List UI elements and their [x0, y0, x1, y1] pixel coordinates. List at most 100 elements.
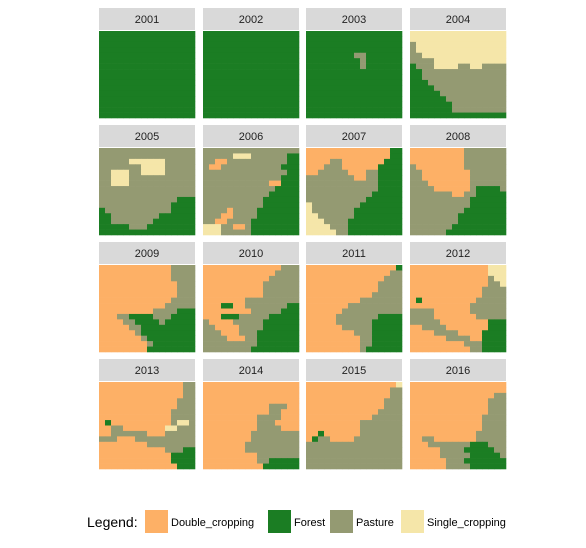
heatmap-cell-double-cropping: [440, 319, 447, 326]
heatmap-cell-pasture: [482, 63, 489, 70]
heatmap-cell-single-cropping: [494, 265, 501, 271]
heatmap-cell-double-cropping: [135, 303, 142, 309]
heatmap-cell-double-cropping: [147, 420, 154, 426]
heatmap-cell-forest: [189, 313, 196, 320]
heatmap-cell-forest: [281, 31, 288, 37]
heatmap-cell-pasture: [221, 191, 228, 198]
heatmap-cell-pasture: [159, 191, 166, 198]
heatmap-cell-double-cropping: [482, 319, 489, 326]
heatmap-cell-pasture: [251, 164, 258, 171]
legend-label-pasture: Pasture: [356, 517, 394, 529]
heatmap-cell-double-cropping: [378, 148, 385, 154]
heatmap-cell-forest: [221, 52, 228, 59]
heatmap-cell-double-cropping: [330, 414, 337, 421]
heatmap-cell-forest: [434, 96, 441, 102]
heatmap-cell-double-cropping: [452, 148, 459, 154]
heatmap-cell-double-cropping: [330, 382, 337, 388]
heatmap-cell-pasture: [488, 297, 495, 304]
heatmap-cell-double-cropping: [99, 308, 106, 315]
heatmap-cell-double-cropping: [215, 458, 222, 464]
heatmap-cell-forest: [330, 90, 337, 97]
heatmap-cell-double-cropping: [470, 319, 477, 326]
heatmap-cell-double-cropping: [257, 409, 264, 415]
heatmap-cell-pasture: [171, 180, 178, 187]
heatmap-cell-pasture: [482, 414, 489, 421]
heatmap-cell-double-cropping: [203, 387, 210, 394]
heatmap-cell-double-cropping: [458, 169, 465, 176]
heatmap-cell-pasture: [476, 79, 483, 86]
heatmap-cell-double-cropping: [141, 297, 148, 304]
heatmap-cell-double-cropping: [257, 270, 264, 277]
heatmap-cell-pasture: [159, 441, 166, 448]
heatmap-cell-pasture: [384, 281, 391, 288]
heatmap-cell-single-cropping: [111, 175, 118, 181]
heatmap-cell-forest: [171, 346, 178, 353]
heatmap-cell-double-cropping: [464, 425, 471, 432]
facet-strip: [203, 125, 299, 147]
heatmap-cell-forest: [378, 202, 385, 209]
heatmap-cell-pasture: [165, 175, 172, 181]
heatmap-cell-double-cropping: [111, 392, 118, 399]
heatmap-cell-pasture: [245, 447, 252, 453]
heatmap-cell-forest: [263, 36, 270, 43]
heatmap-cell-forest: [153, 74, 160, 81]
heatmap-cell-pasture: [233, 218, 240, 225]
heatmap-cell-double-cropping: [434, 387, 441, 394]
heatmap-cell-double-cropping: [153, 463, 160, 470]
heatmap-cell-pasture: [372, 180, 379, 187]
heatmap-cell-forest: [111, 90, 118, 97]
heatmap-cell-pasture: [117, 148, 124, 154]
heatmap-cell-pasture: [183, 403, 190, 410]
heatmap-cell-double-cropping: [215, 303, 222, 309]
heatmap-cell-double-cropping: [428, 297, 435, 304]
heatmap-cell-forest: [189, 319, 196, 326]
heatmap-cell-forest: [159, 63, 166, 70]
heatmap-cell-forest: [159, 229, 166, 236]
heatmap-cell-forest: [390, 175, 397, 181]
heatmap-cell-pasture: [165, 436, 172, 443]
heatmap-cell-double-cropping: [312, 270, 319, 277]
heatmap-cell-pasture: [287, 148, 294, 154]
heatmap-cell-forest: [269, 202, 276, 209]
heatmap-cell-pasture: [177, 265, 184, 271]
heatmap-cell-single-cropping: [153, 158, 160, 165]
heatmap-cell-double-cropping: [422, 409, 429, 415]
heatmap-cell-double-cropping: [99, 275, 106, 282]
heatmap-cell-forest: [153, 224, 160, 230]
heatmap-cell-pasture: [354, 463, 361, 470]
heatmap-cell-pasture: [269, 186, 276, 192]
heatmap-cell-double-cropping: [482, 398, 489, 405]
heatmap-cell-double-cropping: [318, 324, 325, 331]
heatmap-cell-pasture: [410, 218, 417, 225]
heatmap-cell-double-cropping: [147, 447, 154, 453]
heatmap-cell-double-cropping: [203, 392, 210, 399]
heatmap-cell-pasture: [458, 90, 465, 97]
heatmap-cell-pasture: [135, 169, 142, 176]
heatmap-cell-forest: [245, 96, 252, 102]
heatmap-cell-forest: [348, 107, 355, 113]
heatmap-cell-forest: [263, 96, 270, 102]
heatmap-cell-double-cropping: [203, 281, 210, 288]
heatmap-cell-pasture: [275, 452, 282, 459]
heatmap-cell-double-cropping: [111, 297, 118, 304]
heatmap-cell-pasture: [269, 403, 276, 410]
heatmap-cell-double-cropping: [330, 303, 337, 309]
heatmap-cell-pasture: [99, 186, 106, 192]
heatmap-cell-double-cropping: [239, 265, 246, 271]
heatmap-cell-forest: [287, 69, 294, 75]
facet-panel-2016: 2016: [410, 359, 507, 470]
heatmap-cell-pasture: [476, 90, 483, 97]
heatmap-cell-forest: [99, 41, 106, 48]
heatmap-cell-forest: [336, 41, 343, 48]
heatmap-cell-forest: [396, 101, 403, 108]
heatmap-cell-double-cropping: [440, 281, 447, 288]
heatmap-cell-double-cropping: [446, 270, 453, 277]
heatmap-cell-double-cropping: [452, 286, 459, 293]
heatmap-cell-forest: [372, 85, 379, 92]
heatmap-cell-forest: [293, 463, 300, 470]
heatmap-cell-pasture: [293, 452, 300, 459]
heatmap-cell-pasture: [366, 430, 373, 437]
heatmap-cell-single-cropping: [111, 180, 118, 187]
heatmap-cell-double-cropping: [446, 387, 453, 394]
heatmap-cell-double-cropping: [111, 414, 118, 421]
